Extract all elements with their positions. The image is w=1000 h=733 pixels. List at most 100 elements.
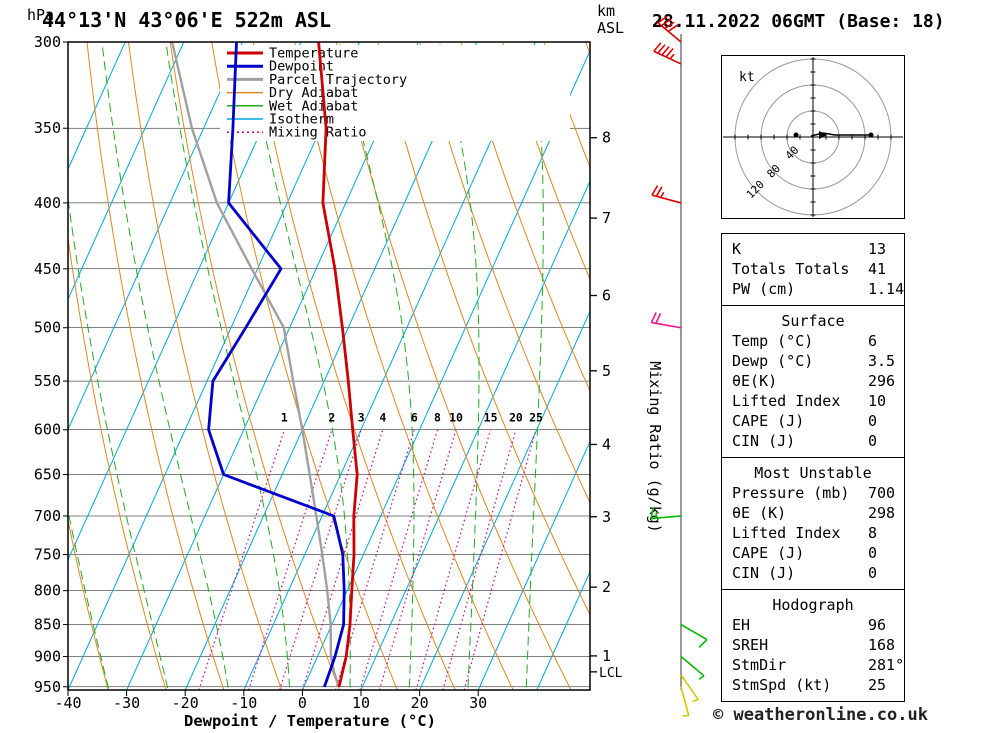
chart-background [68,42,590,690]
pressure-tick-label: 600 [34,421,61,439]
mixing-ratio-axis-title: Mixing Ratio (g/kg) [646,361,664,533]
table-row: θE (K) 298 [722,503,904,523]
mixing-ratio-label: 8 [434,411,441,425]
pressure-unit-label: hPa [27,6,54,24]
pressure-tick-label: 350 [34,119,61,137]
stat-label: Totals Totals [732,260,850,278]
wind-barb-column [650,15,708,717]
stat-value: 168 [868,636,896,654]
hodograph-trace [793,131,874,139]
stat-value: 13 [868,240,887,258]
table-row: EH 96 [722,615,904,635]
table-row: Dewp (°C) 3.5 [722,351,904,371]
table-row: Totals Totals 41 [722,259,904,279]
pressure-tick-label: 900 [34,648,61,666]
pressure-tick-label: 500 [34,319,61,337]
temp-tick-label: 20 [411,694,429,712]
km-tick-label: 2 [602,578,611,596]
right-panel: kt 40 80 120 K 13 Totals Totals 41 PW (cm) 1.14 … [713,0,971,733]
temp-tick-label: -10 [230,694,257,712]
km-tick-label: 5 [602,362,611,380]
stat-label: Dewp (°C) [732,352,814,370]
mixing-ratio-label: 15 [484,411,498,425]
hodograph-arrow [819,131,827,139]
stat-label: StmSpd (kt) [732,676,832,694]
table-row: Lifted Index 8 [722,523,904,543]
km-tick-label: 4 [602,435,611,453]
wind-barb [650,312,682,329]
mixing-ratio-label: 4 [379,411,386,425]
pressure-tick-label: 650 [34,466,61,484]
legend-entry: Parcel Trajectory [227,72,407,88]
isobar-lines [68,42,590,688]
run-title: 28.11.2022 06GMT (Base: 18) [652,11,945,32]
pressure-tick-label: 400 [34,194,61,212]
table-row: Pressure (mb) 700 [722,483,904,503]
stat-label: CIN (J) [732,432,796,450]
asl-unit-label: ASL [597,19,624,37]
wind-barb [653,42,682,65]
stat-label: Pressure (mb) [732,484,850,502]
stat-label: CIN (J) [732,564,796,582]
legend-label: Parcel Trajectory [269,72,407,88]
mixing-ratio-label: 25 [529,411,543,425]
dry-adiabat-lines [68,42,590,690]
mixing-ratio-label: 1 [281,411,288,425]
table-row: θE(K) 296 [722,371,904,391]
temp-tick-label: 30 [469,694,487,712]
most-unstable-table: Most Unstable Pressure (mb) 700 θE (K) 298 Li… [721,457,905,590]
stat-value: 281° [868,656,905,674]
pressure-tick-label: 550 [34,372,61,390]
stat-label: SREH [732,636,769,654]
pressure-tick-label: 850 [34,616,61,634]
stat-value: 96 [868,616,887,634]
stat-label: StmDir [732,656,787,674]
km-unit-label: km [597,2,615,20]
km-tick-label: 3 [602,508,611,526]
pressure-tick-label: 450 [34,260,61,278]
stat-label: EH [732,616,751,634]
indices-table: K 13 Totals Totals 41 PW (cm) 1.14 [721,233,905,306]
surface-table: Surface Temp (°C) 6 Dewp (°C) 3.5 θE(K) 296 Lif… [721,305,905,458]
wind-barb [680,674,699,703]
stat-value: 10 [868,392,887,410]
credit-link[interactable]: © weatheronline.co.uk [713,705,928,725]
stat-label: Lifted Index [732,392,841,410]
temp-tick-label: 10 [352,694,370,712]
legend-label: Temperature [269,46,358,62]
parcel-trajectory-line [170,42,341,688]
table-row: CIN (J) 0 [722,563,904,583]
hodograph-stats-table: Hodograph EH 96 SREH 168 StmDir 281° StmSpd (kt… [721,589,905,702]
x-axis-title: Dewpoint / Temperature (°C) [184,712,436,730]
dewpoint-line [207,42,346,688]
stat-value: 3.5 [868,352,896,370]
pressure-tick-label: 800 [34,582,61,600]
stat-value: 0 [868,412,878,430]
stat-label: K [732,240,742,258]
stat-value: 6 [868,332,878,350]
wind-barb [680,686,690,717]
table-row: StmSpd (kt) 25 [722,675,904,695]
wind-barb [680,655,705,680]
surface-header: Surface [781,312,845,330]
stat-value: 25 [868,676,887,694]
wind-barb [650,507,682,520]
table-row: CAPE (J) 0 [722,543,904,563]
legend-label: Wet Adiabat [269,98,358,114]
mixing-ratio-labels: 1 2 3 4 6 8 10 15 20 25 [281,411,543,425]
table-row: K 13 [722,239,904,259]
profiles [170,42,359,688]
station-title: 44°13'N 43°06'E 522m ASL [42,8,331,32]
chart-frame [67,41,591,691]
legend-label: Isotherm [269,112,334,128]
stat-value: 0 [868,432,878,450]
mixing-ratio-label: 2 [328,411,335,425]
stat-value: 298 [868,504,896,522]
km-tick-label: 8 [602,129,611,147]
mixing-ratio-label: 6 [411,411,418,425]
table-row: Lifted Index 10 [722,391,904,411]
most_unstable-header: Most Unstable [754,464,872,482]
